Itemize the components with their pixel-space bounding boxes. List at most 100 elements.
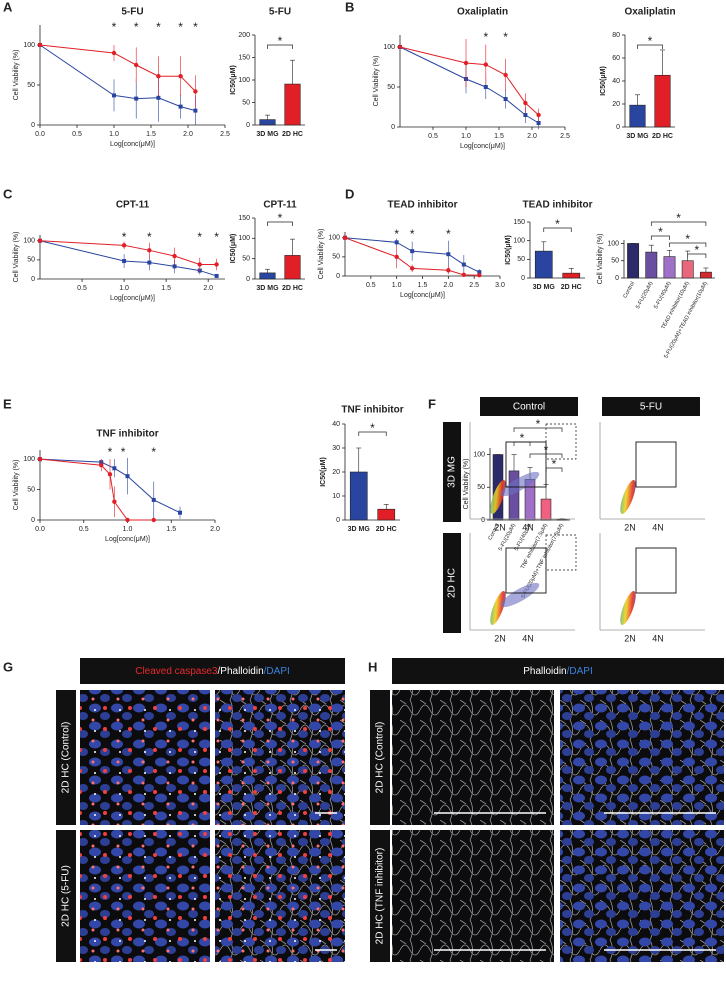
micrograph-layer [560,690,724,825]
x-tick-label: 2.0 [443,282,453,289]
y-tick-label: 10 [332,493,340,500]
micrograph-layer [215,830,345,962]
x-tick-label: 3.0 [495,282,505,289]
x-tick-label: 0.5 [366,282,376,289]
significance: * [370,421,375,435]
gate [635,441,677,488]
row-header-text: 2D HC (TNF inhibitor) [375,848,386,945]
x-tick-label: 1.0 [461,133,471,140]
panel-label: H [368,659,377,674]
point [193,89,198,94]
series-line [39,240,217,277]
x-tick-label: 1.0 [119,285,129,292]
significance: * [197,230,202,244]
x-tick-label: 3D MG [256,285,279,292]
y-axis-label: IC50(μM) [230,234,237,264]
y-tick-label: 80 [612,32,620,39]
y-tick-label: 20 [612,101,620,108]
x-axis-label: Log[conc(μM)] [110,141,155,148]
x-tick-label: 2D HC [376,526,397,533]
y-tick-label: 0 [246,122,250,129]
y-tick-label: 150 [238,215,250,222]
point [446,252,451,257]
y-tick-label: 50 [27,82,35,89]
y-tick-label: 100 [473,451,485,458]
stain-header-text: Cleaved caspase3/Phalloidin/DAPI [135,666,290,677]
y-tick-label: 0 [615,275,619,282]
significance: * [151,445,156,459]
x-tick-label: 3D MG [348,526,371,533]
bar [645,251,658,279]
chart-title: TEAD inhibitor [388,200,458,211]
significance: * [193,20,198,34]
significance: * [121,445,126,459]
y-axis-label: IC50(μM) [230,65,237,95]
point [483,85,488,89]
y-tick-label: 100 [238,235,250,242]
significance-bracket [358,431,387,436]
bar [681,260,694,279]
x-tick-label: 2.5 [220,131,230,138]
y-tick-label: 0 [31,276,35,283]
point [134,96,139,101]
y-tick-label: 100 [328,235,340,242]
x-tick-label: 0.5 [77,285,87,292]
point [147,248,152,253]
bar [259,119,276,126]
y-axis-label: IC50(μM) [600,66,607,96]
x-tick-label: 3D MG [533,284,556,291]
bar [534,250,553,279]
flow-population [500,582,540,608]
significance: * [410,227,415,241]
flow-population [500,471,540,497]
y-tick-label: 150 [513,219,525,226]
significance: * [156,20,161,34]
point [111,50,117,56]
point [397,44,403,50]
x-tick-label: 3D MG [626,133,649,140]
point [112,93,116,98]
x-tick-label: 0.0 [35,526,45,533]
point [122,259,127,264]
y-tick-label: 100 [23,456,35,463]
significance: * [520,431,525,445]
point [178,510,182,515]
series-line [39,458,154,521]
y-tick-label: 0 [481,517,485,524]
significance-bracket [543,227,572,232]
x-axis-label: Log[conc(μM)] [460,143,505,150]
point [463,60,469,66]
point [446,268,451,273]
y-tick-label: 40 [332,421,340,428]
x-tick-label: 2N [494,633,506,643]
micrograph-layer [80,830,210,962]
column-header [602,397,700,416]
y-axis-label: Cell Viability (%) [463,459,470,510]
panel-label: B [345,0,354,14]
bar [556,519,568,521]
x-tick-label: 1.5 [494,133,504,140]
x-axis-label: Log[conc(μM)] [110,295,155,302]
significance-bracket [650,221,707,226]
x-tick-label: 2D HC [282,131,303,138]
point [107,472,113,477]
y-tick-label: 0 [31,517,35,524]
chart-title: 5-FU [269,7,291,18]
point [37,42,43,48]
point [193,108,198,113]
row-header-text: 2D HC [447,568,458,598]
point [409,266,415,271]
y-tick-label: 200 [238,32,250,39]
bar [377,508,396,521]
y-tick-label: 0 [31,122,35,129]
x-tick-label: 2N [494,522,506,532]
series-line [39,44,196,92]
point [461,272,467,278]
point [410,249,415,254]
row-header [370,690,390,825]
chart-title: Oxaliplatin [457,7,508,18]
x-tick-label: 1.5 [418,282,428,289]
significance: * [648,34,653,48]
point [156,95,161,100]
